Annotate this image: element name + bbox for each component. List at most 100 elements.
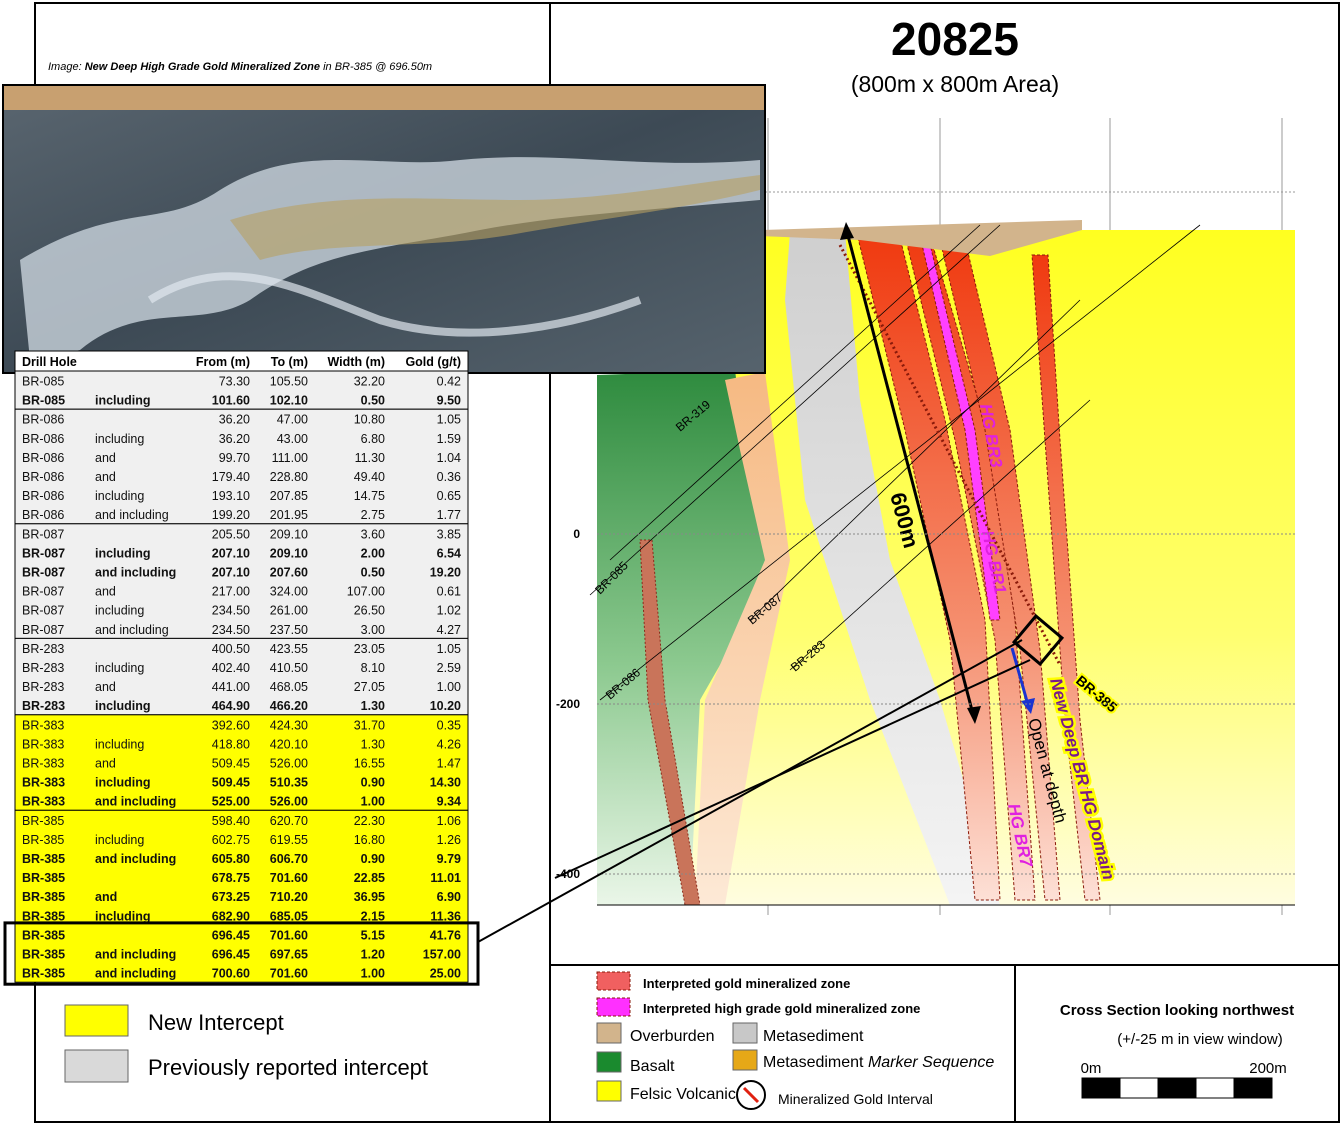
table-cell: 423.55 [270,642,308,656]
table-cell: 10.80 [354,413,385,427]
legend-label: New Intercept [148,1010,284,1035]
subtitle: (800m x 800m Area) [851,71,1059,97]
table-cell: 209.10 [270,546,308,560]
table-cell: BR-385 [22,833,64,847]
legend-label: Metasediment Marker Sequence [763,1054,994,1071]
new-swatch [64,1004,129,1037]
caption-text: in BR-385 @ 696.50m [323,61,432,73]
table-cell: 2.75 [361,508,385,522]
table-cell: BR-383 [22,757,64,771]
table-cell: and including [95,795,176,809]
table-cell: 6.90 [437,890,461,904]
core-photo [2,84,766,374]
table-cell: BR-283 [22,699,65,713]
legend-label: Mineralized Gold Interval [778,1091,933,1107]
table-cell: 1.20 [361,948,385,962]
table-cell: BR-385 [22,871,65,885]
table-cell: 678.75 [212,871,250,885]
drill-holes [589,224,1201,701]
table-cell: 261.00 [270,604,308,618]
table-cell: 509.45 [212,757,250,771]
swatch [596,971,631,991]
table-cell: 102.10 [270,394,308,408]
elevation-label: 0 [573,527,580,541]
table-cell: 1.05 [437,413,461,427]
table-cell: and [95,451,116,465]
table-cell: 228.80 [270,470,308,484]
table-cell: BR-283 [22,680,64,694]
table-cell: 157.00 [423,948,461,962]
table-cell: 179.40 [212,470,250,484]
legend-label: Interpreted gold mineralized zone [643,976,850,991]
table-cell: 700.60 [212,967,250,981]
metasediment [785,232,1000,905]
table-cell: 605.80 [212,852,250,866]
table-cell: 420.10 [270,737,308,751]
table-cell: 696.45 [212,928,250,942]
table-cell: 234.50 [212,623,250,637]
table-cell: 1.00 [361,967,385,981]
table-cell: BR-385 [22,928,65,942]
table-cell: including [95,909,151,923]
table-cell: 0.42 [437,375,461,389]
legend-label: Interpreted high grade gold mineralized … [643,1001,920,1016]
arrow-head [1021,698,1035,714]
group-bg [14,637,469,716]
table-cell: including [95,394,151,408]
group-bg [14,408,469,525]
elevation-label: -400 [556,867,580,881]
table-cell: 6.80 [361,432,385,446]
header-cell: Width (m) [327,355,385,369]
title: 20825 [891,13,1019,65]
table-cell: 682.90 [212,909,250,923]
table-cell: 0.90 [361,776,385,790]
table-cell: 0.36 [437,470,461,484]
table-cell: 598.40 [212,814,250,828]
table-cell: 207.10 [212,566,250,580]
marker-sequence [695,372,790,905]
legend-label: Basalt [630,1058,675,1075]
table-cell: 3.60 [361,527,385,541]
table-cell: 1.06 [437,814,461,828]
table-cell: 16.55 [354,757,385,771]
table-cell: 1.77 [437,508,461,522]
table-cell: 1.47 [437,757,461,771]
table-cell: BR-383 [22,795,65,809]
table-cell: BR-086 [22,451,64,465]
table-cell: BR-383 [22,776,65,790]
table-cell: including [95,604,144,618]
marker-base: Metasediment [763,1054,864,1071]
table-cell: 418.80 [212,737,250,751]
table-cell: including [95,776,151,790]
header-cell: Gold (g/t) [405,355,461,369]
table-cell: BR-086 [22,470,64,484]
length-arrow [844,227,976,719]
table-cell: 111.00 [272,451,308,465]
table-cell: 0.50 [361,566,385,580]
table-cell: 9.34 [437,795,461,809]
table-cell: BR-283 [22,642,64,656]
table-cell: 11.36 [430,909,461,923]
table-cell: including [95,546,151,560]
table-cell: 1.30 [361,699,385,713]
table-cell: 32.20 [354,375,385,389]
table-cell: and [95,680,116,694]
table-cell: 1.05 [437,642,461,656]
table-cell: 1.26 [437,833,461,847]
callout-line [554,659,1031,879]
header-cell: Drill Hole [22,355,77,369]
table-cell: 99.70 [219,451,250,465]
table-cell: 526.00 [270,757,308,771]
table-cell: 27.05 [354,680,385,694]
table-cell: 9.79 [437,852,461,866]
table-cell: 25.00 [430,967,461,981]
table-cell: 8.10 [361,661,385,675]
table-cell: 701.60 [270,967,308,981]
table-cell: BR-086 [22,432,64,446]
table-cell: 237.50 [270,623,308,637]
table-cell: 23.05 [354,642,385,656]
table-cell: 31.70 [354,718,385,732]
interval-icon [742,1086,760,1104]
table-cell: 101.60 [212,394,250,408]
highlight-box [3,921,480,986]
